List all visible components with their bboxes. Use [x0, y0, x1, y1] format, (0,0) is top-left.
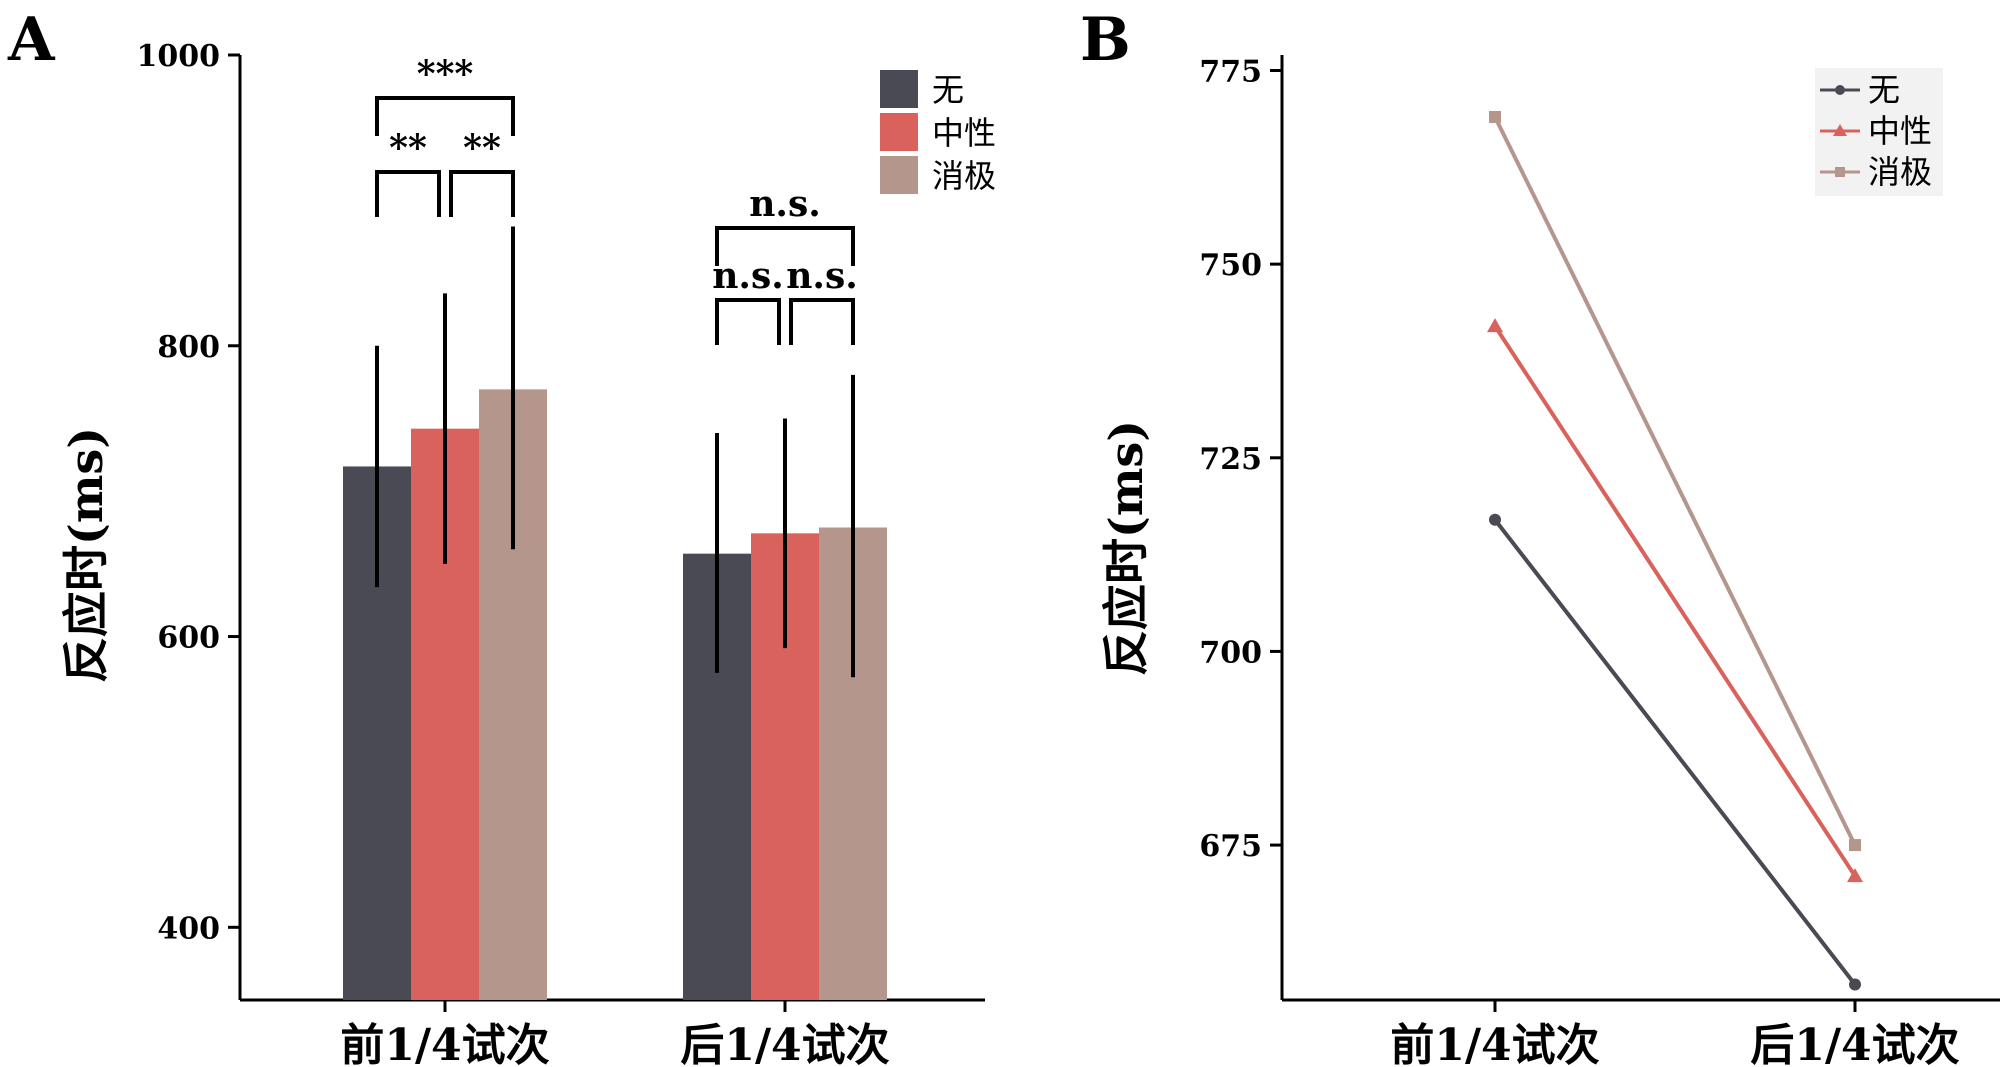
- legend-marker: [1835, 167, 1845, 177]
- y-tick-label: 700: [1199, 635, 1262, 670]
- significance-label: n.s.: [712, 255, 784, 297]
- x-tick-label: 后1/4试次: [1750, 1020, 1959, 1067]
- x-tick-label: 后1/4试次: [680, 1020, 889, 1067]
- series-line: [1493, 325, 1857, 878]
- y-tick-label: 400: [157, 911, 220, 946]
- data-point: [1489, 513, 1501, 526]
- significance-bracket: [715, 298, 781, 345]
- significance-bracket: [375, 170, 441, 217]
- legend-label: 无: [932, 71, 964, 109]
- series-line: [1493, 518, 1857, 986]
- panel-b-y-ticks: 675 700 725 750 775: [1199, 54, 1282, 864]
- legend-label: 中性: [932, 114, 996, 152]
- x-tick-label: 前1/4试次: [340, 1020, 549, 1067]
- data-point: [1489, 110, 1501, 123]
- panel-a-bars: [343, 226, 887, 1001]
- legend-swatch: [880, 113, 918, 151]
- legend-label: 消极: [1868, 153, 1932, 191]
- data-point: [1849, 978, 1861, 991]
- panel-b-lines: [1487, 110, 1863, 991]
- y-tick-label: 750: [1199, 248, 1262, 283]
- legend-label: 无: [1868, 71, 1900, 109]
- legend-swatch: [880, 70, 918, 108]
- legend-label: 消极: [932, 157, 996, 195]
- panel-a-x-ticks: 前1/4试次 后1/4试次: [340, 1000, 890, 1067]
- panel-letter-a: A: [7, 5, 56, 75]
- y-tick-label: 675: [1199, 829, 1262, 864]
- panel-a-y-label: 反应时(ms): [59, 427, 113, 683]
- y-tick-label: 1000: [137, 39, 221, 74]
- data-point: [1847, 868, 1863, 883]
- data-point: [1849, 839, 1861, 852]
- legend-label: 中性: [1868, 112, 1932, 150]
- panel-a-significance: ***** **n.s.n.s. n.s.: [375, 53, 858, 345]
- data-point: [1487, 318, 1503, 333]
- significance-label: ***: [417, 53, 474, 95]
- y-tick-label: 800: [157, 330, 220, 365]
- significance-bracket: [789, 298, 855, 345]
- panel-letter-b: B: [1080, 5, 1131, 75]
- x-tick-label: 前1/4试次: [1390, 1020, 1599, 1067]
- significance-label: **: [389, 127, 427, 169]
- legend-marker: [1833, 124, 1847, 136]
- legend-swatch: [880, 156, 918, 194]
- panel-b-x-ticks: 前1/4试次 后1/4试次: [1390, 1000, 1960, 1067]
- y-tick-label: 775: [1199, 54, 1262, 89]
- significance-label: n.s.: [749, 183, 821, 225]
- panel-b-y-label: 反应时(ms): [1099, 420, 1153, 676]
- y-tick-label: 600: [157, 621, 220, 656]
- series-line: [1493, 116, 1857, 846]
- panel-a-y-ticks: 400 600 800 1000: [137, 39, 240, 946]
- legend-marker: [1835, 85, 1845, 95]
- significance-label: n.s.: [786, 255, 858, 297]
- y-tick-label: 725: [1199, 442, 1262, 477]
- significance-bracket: [715, 226, 855, 266]
- significance-label: **: [463, 127, 501, 169]
- significance-bracket: [375, 96, 515, 136]
- significance-bracket: [449, 170, 515, 217]
